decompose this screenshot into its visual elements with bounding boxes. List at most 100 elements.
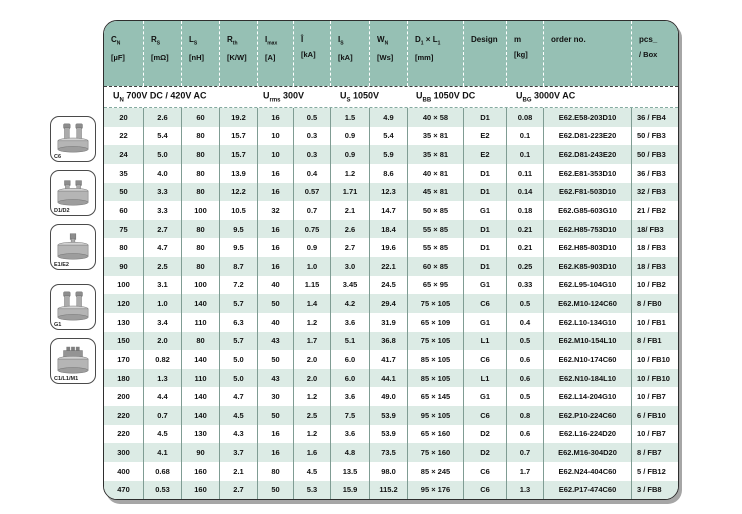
symbol-text: D [415, 35, 421, 44]
cell: 20 [104, 108, 144, 127]
column-header: m [kg] [507, 21, 544, 86]
cell: 12.2 [220, 182, 258, 202]
cell: 3.6 [331, 312, 370, 332]
cell: 0.5 [294, 108, 331, 127]
cell: 110 [182, 368, 220, 388]
cell: 80 [182, 257, 220, 276]
table-row: 90 2.5 80 8.7 16 1.0 3.0 22.1 60 × 85 D1 0.25 E62.K… [104, 257, 678, 276]
design-thumbnail-label: G1 [54, 322, 62, 328]
cell: 10 [258, 126, 294, 146]
column-symbol: Design [471, 36, 506, 44]
cell: 4.9 [370, 108, 408, 127]
column-unit: [µF] [111, 52, 125, 62]
column-symbol: D1 × L1 [415, 36, 463, 47]
cell: 50 / FB3 [637, 150, 666, 160]
cell: 16 [258, 257, 294, 276]
cell: 3.4 [144, 312, 182, 332]
cell: 13.9 [220, 163, 258, 183]
cell: 3.45 [331, 275, 370, 295]
cell: 60 [182, 108, 220, 127]
cell: 0.6 [507, 368, 544, 388]
cell: 50 × 85 [408, 201, 464, 220]
cell: 60 [104, 201, 144, 220]
cell: 2.0 [294, 368, 331, 388]
cell: C6 [464, 480, 507, 499]
cell: C6 [464, 461, 507, 481]
cell: D2 [464, 443, 507, 462]
cell: 2.7 [220, 480, 258, 499]
cell: 24.5 [370, 275, 408, 295]
cell: 10 / FB2 [637, 280, 666, 290]
cell: 0.7 [507, 443, 544, 462]
cell: 65 × 95 [408, 275, 464, 295]
cell: 22 [104, 126, 144, 146]
symbol-subscript: BG [522, 97, 532, 104]
cell: 53.9 [370, 406, 408, 425]
cell: 22.1 [370, 257, 408, 276]
column-unit: [kA] [338, 52, 353, 62]
table-row: 80 4.7 80 9.5 16 0.9 2.7 19.6 55 × 85 D1 0.21 E62.H… [104, 238, 678, 257]
cell: 115.2 [370, 480, 408, 499]
cell: 1.6 [294, 443, 331, 462]
cell: 5.7 [220, 331, 258, 351]
cell: 60 × 85 [408, 257, 464, 276]
cell: 19.6 [370, 238, 408, 257]
symbol-text: 300V [280, 90, 305, 101]
table-row: 75 2.7 80 9.5 16 0.75 2.6 18.4 55 × 85 D1 0.21 E62.… [104, 219, 678, 239]
table-row: 60 3.3 100 10.5 32 0.7 2.1 14.7 50 × 85 G1 0.18 E62… [104, 201, 678, 220]
design-thumbnail: E1/E2 [50, 224, 96, 270]
cell: 53.9 [370, 424, 408, 444]
cell: E62.L14-204G10 [544, 387, 632, 406]
cell: 1.4 [294, 294, 331, 313]
table-row: 220 4.5 130 4.3 16 1.2 3.6 53.9 65 × 160 D2 0.6 E62… [104, 424, 678, 444]
cell: 100 [182, 275, 220, 295]
cell: 2.1 [331, 201, 370, 220]
design-thumbnail: D1/D2 [50, 170, 96, 216]
cell: 1.7 [294, 331, 331, 351]
cell: 85 × 245 [408, 461, 464, 481]
cell: E62.N24-404C60 [544, 461, 632, 481]
cell: 4.5 [144, 424, 182, 444]
cell: 10.5 [220, 201, 258, 220]
symbol-subscript: N [384, 40, 389, 47]
cell: 36.8 [370, 331, 408, 351]
cell: 0.82 [144, 350, 182, 369]
cell: D1 [464, 182, 507, 202]
cell: 1.2 [294, 312, 331, 332]
cell: 0.21 [507, 219, 544, 239]
cell: 130 [104, 312, 144, 332]
cell: 65 × 145 [408, 387, 464, 406]
cell: G1 [464, 312, 507, 332]
cell: 6.3 [220, 312, 258, 332]
cell: 32 / FB3 [637, 187, 666, 197]
cell: 13.5 [331, 461, 370, 481]
cell: 43 [258, 331, 294, 351]
cell: 4.1 [144, 443, 182, 462]
cell: 0.57 [294, 182, 331, 202]
cell: 75 × 105 [408, 294, 464, 313]
cell: 18.4 [370, 219, 408, 239]
cell: 2.5 [144, 257, 182, 276]
cell: 5.4 [370, 126, 408, 146]
cell: 55 × 85 [408, 238, 464, 257]
cell: 43 [258, 368, 294, 388]
cell: 10 / FB10 [637, 354, 670, 364]
cell: 18 / FB3 [637, 261, 666, 271]
cell: 40 [258, 312, 294, 332]
symbol-text: U [113, 90, 120, 101]
cell: 80 [182, 331, 220, 351]
cell: 220 [104, 424, 144, 444]
cell: 100 [182, 201, 220, 220]
cell: 35 × 81 [408, 145, 464, 164]
cell: 0.5 [507, 294, 544, 313]
cell: 170 [104, 350, 144, 369]
symbol-subscript: S [346, 97, 351, 104]
symbol-text: Î [301, 35, 304, 44]
cell: 85 × 105 [408, 368, 464, 388]
cell: 5.9 [370, 145, 408, 164]
design-thumbnail-label: C6 [54, 154, 62, 160]
cell: 5.0 [220, 368, 258, 388]
table-row: 150 2.0 80 5.7 43 1.7 5.1 36.8 75 × 105 L1 0.5 E62.… [104, 331, 678, 351]
table-row: 300 4.1 90 3.7 16 1.6 4.8 73.5 75 × 160 D2 0.7 E62.… [104, 443, 678, 462]
cell: 55 × 85 [408, 219, 464, 239]
